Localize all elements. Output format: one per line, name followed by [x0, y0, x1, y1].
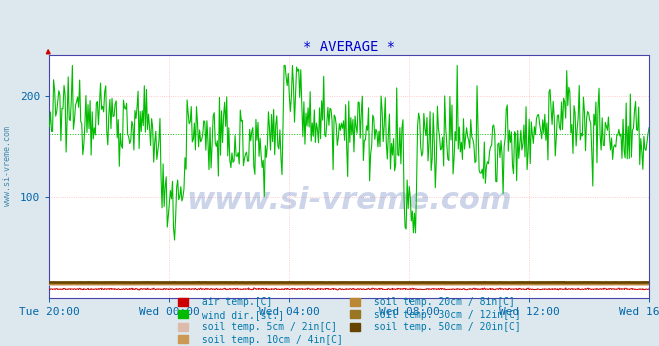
Legend:  air temp.[C],  wind dir.[st.],  soil temp. 5cm / 2in[C],  soil temp. 10cm / 4in: air temp.[C], wind dir.[st.], soil temp.…: [178, 297, 521, 345]
Title: * AVERAGE *: * AVERAGE *: [303, 40, 395, 54]
Text: www.si-vreme.com: www.si-vreme.com: [3, 126, 13, 206]
Text: www.si-vreme.com: www.si-vreme.com: [186, 186, 512, 215]
